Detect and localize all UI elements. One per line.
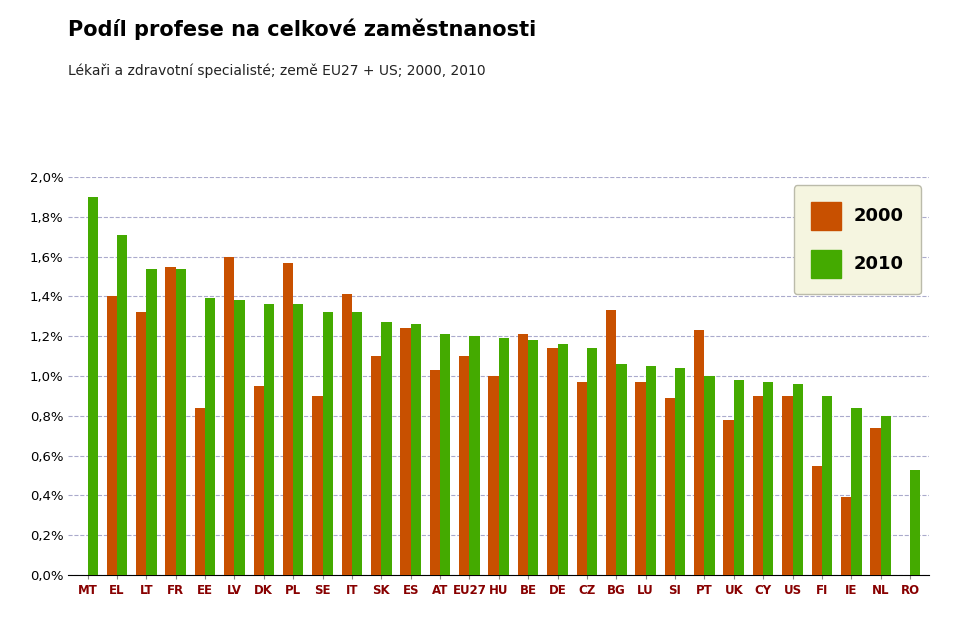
Bar [791, 384, 802, 575]
Bar [576, 382, 586, 575]
Text: Podíl profese na celkové zaměstnanosti: Podíl profese na celkové zaměstnanosti [68, 19, 536, 40]
Bar [821, 396, 831, 575]
Bar [752, 396, 762, 575]
Bar [88, 197, 98, 575]
Bar [664, 398, 674, 575]
Bar [282, 262, 293, 575]
Bar [370, 356, 381, 575]
Bar [253, 386, 264, 575]
Bar [488, 376, 498, 575]
Bar [410, 324, 420, 575]
Legend: 2000, 2010: 2000, 2010 [793, 185, 919, 295]
Bar [733, 380, 743, 575]
Bar [703, 376, 714, 575]
Bar [176, 269, 186, 575]
Bar [165, 267, 176, 575]
Bar [136, 312, 147, 575]
Bar [147, 269, 156, 575]
Bar [322, 312, 332, 575]
Bar [635, 382, 645, 575]
Bar [782, 396, 791, 575]
Bar [429, 370, 440, 575]
Bar [341, 295, 352, 575]
Bar [879, 416, 890, 575]
Bar [586, 348, 597, 575]
Bar [381, 322, 391, 575]
Bar [840, 497, 850, 575]
Bar [205, 298, 215, 575]
Bar [674, 368, 685, 575]
Bar [616, 364, 626, 575]
Bar [518, 334, 528, 575]
Bar [694, 331, 703, 575]
Bar [723, 420, 733, 575]
Bar [264, 305, 274, 575]
Bar [850, 408, 861, 575]
Bar [400, 328, 410, 575]
Bar [528, 340, 538, 575]
Bar [194, 408, 205, 575]
Bar [547, 348, 557, 575]
Bar [293, 305, 303, 575]
Bar [224, 257, 234, 575]
Bar [312, 396, 322, 575]
Bar [645, 366, 656, 575]
Text: Lékaři a zdravotní specialisté; země EU27 + US; 2000, 2010: Lékaři a zdravotní specialisté; země EU2… [68, 63, 486, 78]
Bar [106, 296, 117, 575]
Bar [557, 344, 568, 575]
Bar [762, 382, 773, 575]
Bar [458, 356, 469, 575]
Bar [909, 470, 919, 575]
Bar [606, 310, 616, 575]
Bar [811, 466, 821, 575]
Bar [498, 338, 509, 575]
Bar [234, 300, 244, 575]
Bar [440, 334, 449, 575]
Bar [117, 234, 127, 575]
Bar [352, 312, 361, 575]
Bar [469, 336, 479, 575]
Bar [870, 428, 879, 575]
